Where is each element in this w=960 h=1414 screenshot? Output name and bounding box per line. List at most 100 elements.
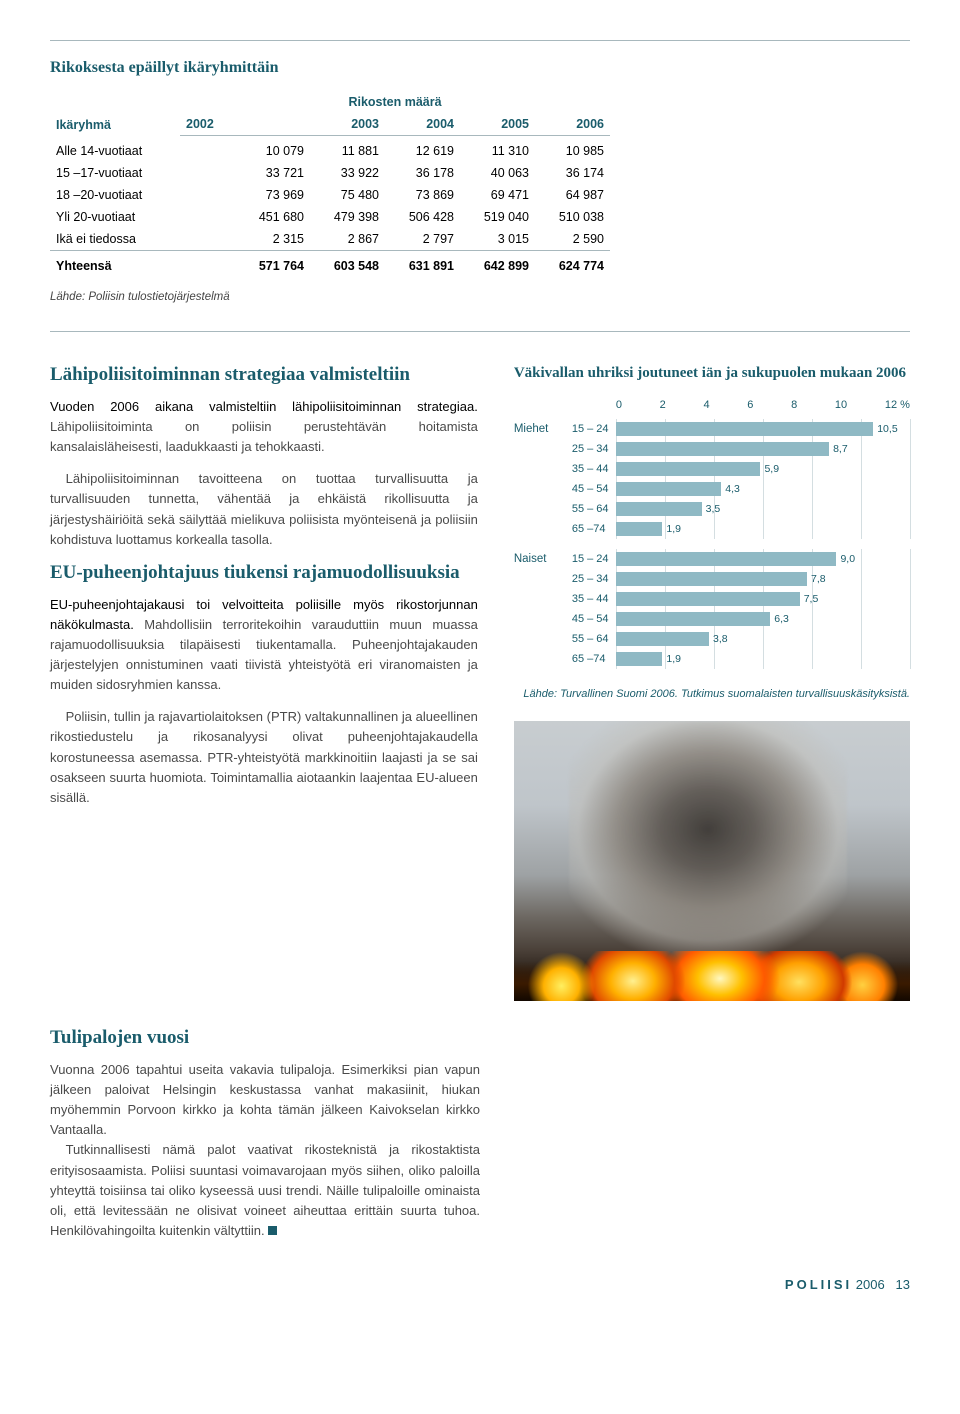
table-row: Yli 20-vuotiaat451 680479 398506 428519 … xyxy=(50,206,610,228)
year-header: 2004 xyxy=(385,113,460,136)
axis-tick-label: 0 xyxy=(616,399,622,411)
bar xyxy=(616,652,663,666)
cell: 69 471 xyxy=(460,184,535,206)
cell: 2 315 xyxy=(180,228,310,251)
row-label: Yhteensä xyxy=(50,251,180,278)
bar-value-label: 5,9 xyxy=(764,461,779,477)
end-mark-icon xyxy=(268,1226,277,1235)
row-label: 18 –20-vuotiaat xyxy=(50,184,180,206)
section-heading-1: Lähipoliisitoiminnan strategiaa valmiste… xyxy=(50,364,478,387)
bar-value-label: 6,3 xyxy=(774,611,789,627)
axis-tick-label: 2 xyxy=(660,399,666,411)
footer-brand: POLIISI xyxy=(785,1277,852,1292)
bar-value-label: 7,8 xyxy=(811,571,826,587)
bar-row: 35 – 44 7,5 xyxy=(514,589,910,609)
bar-row: 55 – 643,5 xyxy=(514,499,910,519)
bar-area: 10,5 xyxy=(616,421,910,437)
para-1: Vuoden 2006 aikana valmisteltiin lähipol… xyxy=(50,397,478,457)
bar-area: 3,8 xyxy=(616,631,910,647)
super-header: Rikosten määrä xyxy=(180,91,610,113)
cell: 3 015 xyxy=(460,228,535,251)
para-2: Lähipoliisitoiminnan tavoitteena on tuot… xyxy=(50,469,478,550)
violence-bar-chart: 024681012 % Miehet15 – 2410,525 – 348,73… xyxy=(514,399,910,669)
bar xyxy=(616,462,761,476)
cell: 603 548 xyxy=(310,251,385,278)
cell: 33 922 xyxy=(310,162,385,184)
left-column: Lähipoliisitoiminnan strategiaa valmiste… xyxy=(50,364,478,1001)
bar xyxy=(616,612,770,626)
cell: 624 774 xyxy=(535,251,610,278)
cell: 11 881 xyxy=(310,136,385,163)
suspects-table-section: Rikoksesta epäillyt ikäryhmittäin Ikäryh… xyxy=(50,40,910,332)
category-label: 35 – 44 xyxy=(566,593,616,605)
cell: 73 869 xyxy=(385,184,460,206)
row-label: Yli 20-vuotiaat xyxy=(50,206,180,228)
bar xyxy=(616,422,873,436)
bar xyxy=(616,572,807,586)
bar-row: 65 –74 1,9 xyxy=(514,519,910,539)
cell: 10 079 xyxy=(180,136,310,163)
cell: 510 038 xyxy=(535,206,610,228)
bar xyxy=(616,552,837,566)
bar-value-label: 7,5 xyxy=(804,591,819,607)
chart-source: Lähde: Turvallinen Suomi 2006. Tutkimus … xyxy=(514,687,910,701)
table-row: Ikä ei tiedossa2 3152 8672 7973 0152 590 xyxy=(50,228,610,251)
year-header: 2002 xyxy=(180,113,310,136)
bar-area: 4,3 xyxy=(616,481,910,497)
para-3: EU-puheenjohtajakausi toi velvoitteita p… xyxy=(50,595,478,696)
page-footer: POLIISI 2006 13 xyxy=(50,1277,910,1292)
chart-title: Väkivallan uhriksi joutuneet iän ja suku… xyxy=(514,364,910,383)
bar xyxy=(616,592,800,606)
bar-area: 8,7 xyxy=(616,441,910,457)
bar-value-label: 3,8 xyxy=(713,631,728,647)
bar xyxy=(616,442,829,456)
table-total-row: Yhteensä571 764603 548631 891642 899624 … xyxy=(50,251,610,278)
bar-area: 6,3 xyxy=(616,611,910,627)
cell: 36 178 xyxy=(385,162,460,184)
bar-row: Miehet15 – 2410,5 xyxy=(514,419,910,439)
axis-tick-label: 12 % xyxy=(885,399,910,411)
year-header: 2005 xyxy=(460,113,535,136)
bar xyxy=(616,632,709,646)
bottom-section: Tulipalojen vuosi Vuonna 2006 tapahtui u… xyxy=(50,1027,910,1241)
row-label: Ikä ei tiedossa xyxy=(50,228,180,251)
section-heading-3: Tulipalojen vuosi xyxy=(50,1027,910,1050)
cell: 519 040 xyxy=(460,206,535,228)
table-row: 18 –20-vuotiaat73 96975 48073 86969 4716… xyxy=(50,184,610,206)
cell: 2 590 xyxy=(535,228,610,251)
category-label: 55 – 64 xyxy=(566,503,616,515)
table-source: Lähde: Poliisin tulostietojärjestelmä xyxy=(50,291,910,303)
bar-row: 25 – 347,8 xyxy=(514,569,910,589)
bar-row: 65 –741,9 xyxy=(514,649,910,669)
cell: 33 721 xyxy=(180,162,310,184)
bar xyxy=(616,502,702,516)
table-title: Rikoksesta epäillyt ikäryhmittäin xyxy=(50,59,910,77)
category-label: 45 – 54 xyxy=(566,483,616,495)
axis-tick-label: 10 xyxy=(835,399,847,411)
table-row: 15 –17-vuotiaat33 72133 92236 17840 0633… xyxy=(50,162,610,184)
para-b1: Vuonna 2006 tapahtui useita vakavia tuli… xyxy=(50,1060,480,1141)
cell: 36 174 xyxy=(535,162,610,184)
fire-photo xyxy=(514,721,910,1001)
bar-value-label: 8,7 xyxy=(833,441,848,457)
cell: 2 797 xyxy=(385,228,460,251)
bar-value-label: 1,9 xyxy=(666,521,681,537)
category-label: 55 – 64 xyxy=(566,633,616,645)
bar xyxy=(616,522,663,536)
axis-tick-label: 6 xyxy=(747,399,753,411)
cell: 642 899 xyxy=(460,251,535,278)
year-header: 2003 xyxy=(310,113,385,136)
cell: 11 310 xyxy=(460,136,535,163)
right-column: Väkivallan uhriksi joutuneet iän ja suku… xyxy=(514,364,910,1001)
category-label: 35 – 44 xyxy=(566,463,616,475)
year-header: 2006 xyxy=(535,113,610,136)
para-b2: Tutkinnallisesti nämä palot vaativat rik… xyxy=(50,1140,480,1241)
group-label: Miehet xyxy=(514,423,566,435)
bar-row: 45 – 544,3 xyxy=(514,479,910,499)
section-heading-2: EU-puheenjohtajuus tiukensi rajamuodolli… xyxy=(50,562,478,585)
category-label: 65 –74 xyxy=(566,523,616,535)
bar-area: 9,0 xyxy=(616,551,910,567)
bar-value-label: 1,9 xyxy=(666,651,681,667)
suspects-table: Ikäryhmä Rikosten määrä 2002200320042005… xyxy=(50,91,610,277)
table-row: Alle 14-vuotiaat10 07911 88112 61911 310… xyxy=(50,136,610,163)
